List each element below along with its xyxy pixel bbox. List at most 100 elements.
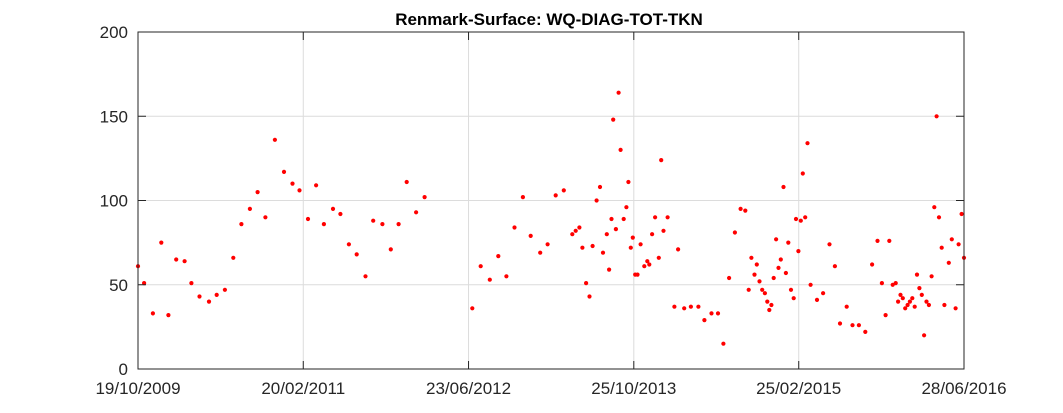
data-point xyxy=(630,235,635,240)
data-point xyxy=(189,281,194,286)
data-point xyxy=(709,311,714,316)
data-point xyxy=(914,272,920,277)
data-point xyxy=(676,247,681,252)
data-point xyxy=(870,262,875,267)
data-point xyxy=(206,299,212,304)
data-point xyxy=(478,264,483,269)
data-point xyxy=(821,291,826,296)
y-tick-label: 100 xyxy=(100,192,128,211)
data-point xyxy=(159,240,164,245)
data-point xyxy=(380,222,385,227)
data-point xyxy=(255,190,260,195)
data-point xyxy=(607,267,612,272)
data-point xyxy=(926,302,932,308)
data-point xyxy=(949,237,954,242)
data-point xyxy=(626,179,631,185)
data-point xyxy=(760,287,765,292)
data-point xyxy=(624,205,629,210)
data-point xyxy=(512,225,517,230)
data-point xyxy=(863,329,868,334)
data-point xyxy=(150,311,155,316)
data-point xyxy=(545,242,550,247)
data-point xyxy=(808,282,813,287)
data-point xyxy=(959,211,964,217)
data-point xyxy=(396,222,401,227)
y-tick-label: 50 xyxy=(109,276,128,295)
data-point xyxy=(832,264,838,269)
data-point xyxy=(796,249,801,254)
chart-title: Renmark-Surface: WQ-DIAG-TOT-TKN xyxy=(395,10,703,29)
data-point xyxy=(721,341,726,346)
data-point xyxy=(290,181,295,186)
data-point xyxy=(887,238,892,243)
data-point xyxy=(487,277,492,282)
data-point xyxy=(762,291,768,296)
data-point xyxy=(616,90,621,95)
data-point xyxy=(520,195,526,200)
data-point xyxy=(757,279,762,284)
data-point xyxy=(553,193,558,198)
data-point xyxy=(769,302,774,308)
data-point xyxy=(594,198,599,203)
x-tick-label: 23/06/2012 xyxy=(426,379,511,398)
data-point xyxy=(771,275,776,281)
data-point xyxy=(912,304,917,309)
data-point xyxy=(754,262,759,267)
data-point xyxy=(936,215,942,220)
data-point xyxy=(932,205,937,210)
data-point xyxy=(934,114,939,119)
data-point xyxy=(752,272,757,277)
data-point xyxy=(791,296,796,301)
data-point xyxy=(570,232,575,237)
data-point xyxy=(561,188,566,193)
data-point xyxy=(907,299,913,304)
data-point xyxy=(732,230,738,235)
data-point xyxy=(239,222,244,227)
data-point xyxy=(538,250,543,255)
data-point xyxy=(247,206,252,211)
x-tick-label: 20/02/2011 xyxy=(261,379,345,398)
data-point xyxy=(702,318,707,323)
data-point xyxy=(653,215,658,220)
axis-ticks xyxy=(137,31,965,370)
data-point xyxy=(898,292,903,297)
data-point xyxy=(577,225,582,230)
y-tick-label: 150 xyxy=(100,107,128,126)
data-point xyxy=(682,306,687,311)
x-tick-label: 28/06/2016 xyxy=(921,379,1006,398)
data-point xyxy=(905,302,910,308)
data-point xyxy=(214,292,219,297)
grid-lines xyxy=(138,32,964,369)
data-point xyxy=(893,281,898,286)
data-point xyxy=(142,281,147,286)
data-point xyxy=(422,195,427,200)
data-point xyxy=(621,216,626,222)
data-point xyxy=(404,179,409,185)
data-point xyxy=(910,296,915,301)
data-point xyxy=(346,242,351,247)
data-point xyxy=(781,184,786,190)
data-point xyxy=(496,254,501,259)
x-tick-label: 19/10/2009 xyxy=(95,379,180,398)
data-point xyxy=(600,250,606,255)
data-point xyxy=(642,264,647,269)
data-point xyxy=(746,287,751,292)
data-point xyxy=(856,323,862,328)
y-tick-label: 0 xyxy=(119,360,128,379)
data-point xyxy=(738,206,743,211)
data-point xyxy=(604,232,609,237)
data-point xyxy=(587,294,592,299)
data-point xyxy=(767,307,772,313)
x-tick-label: 25/10/2013 xyxy=(591,379,676,398)
data-point xyxy=(924,299,929,304)
data-point xyxy=(613,227,619,232)
data-point xyxy=(580,245,585,250)
data-point xyxy=(850,323,855,328)
data-point xyxy=(597,184,603,190)
data-point xyxy=(528,233,533,238)
data-point xyxy=(573,228,578,233)
data-point xyxy=(803,215,808,220)
data-point xyxy=(883,313,888,318)
x-tick-label: 25/02/2015 xyxy=(756,379,841,398)
